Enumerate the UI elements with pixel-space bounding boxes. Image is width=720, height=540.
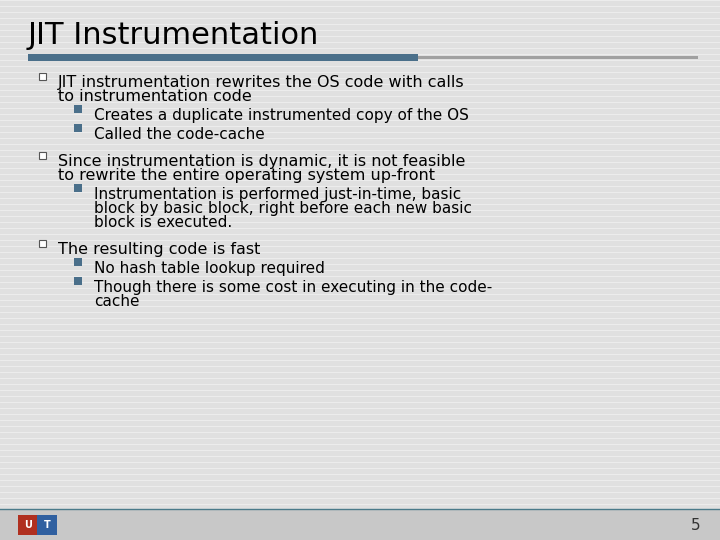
Text: U: U [24, 520, 32, 530]
Text: JIT instrumentation rewrites the OS code with calls: JIT instrumentation rewrites the OS code… [58, 75, 464, 90]
Bar [38, 152, 45, 159]
Bar [0, 510, 720, 540]
Text: cache: cache [94, 294, 140, 309]
Text: T: T [44, 520, 50, 530]
Text: JIT Instrumentation: JIT Instrumentation [28, 22, 320, 51]
Bar [74, 184, 82, 192]
Text: Called the code-cache: Called the code-cache [94, 127, 265, 142]
Text: The resulting code is fast: The resulting code is fast [58, 242, 261, 257]
Bar [38, 72, 45, 79]
Bar [18, 515, 38, 535]
Text: block by basic block, right before each new basic: block by basic block, right before each … [94, 201, 472, 216]
Text: 5: 5 [690, 517, 700, 532]
Text: block is executed.: block is executed. [94, 215, 233, 230]
Text: Though there is some cost in executing in the code-: Though there is some cost in executing i… [94, 280, 492, 295]
Bar [37, 515, 57, 535]
Text: Instrumentation is performed just-in-time, basic: Instrumentation is performed just-in-tim… [94, 187, 462, 202]
Text: to instrumentation code: to instrumentation code [58, 89, 252, 104]
Text: Since instrumentation is dynamic, it is not feasible: Since instrumentation is dynamic, it is … [58, 154, 465, 169]
Bar [74, 258, 82, 266]
Bar [74, 105, 82, 113]
Text: to rewrite the entire operating system up-front: to rewrite the entire operating system u… [58, 168, 435, 183]
Bar [74, 124, 82, 132]
Bar [38, 240, 45, 246]
Bar [74, 277, 82, 285]
Text: No hash table lookup required: No hash table lookup required [94, 261, 325, 276]
Bar [28, 54, 418, 61]
Bar [418, 56, 698, 59]
Text: Creates a duplicate instrumented copy of the OS: Creates a duplicate instrumented copy of… [94, 108, 469, 123]
